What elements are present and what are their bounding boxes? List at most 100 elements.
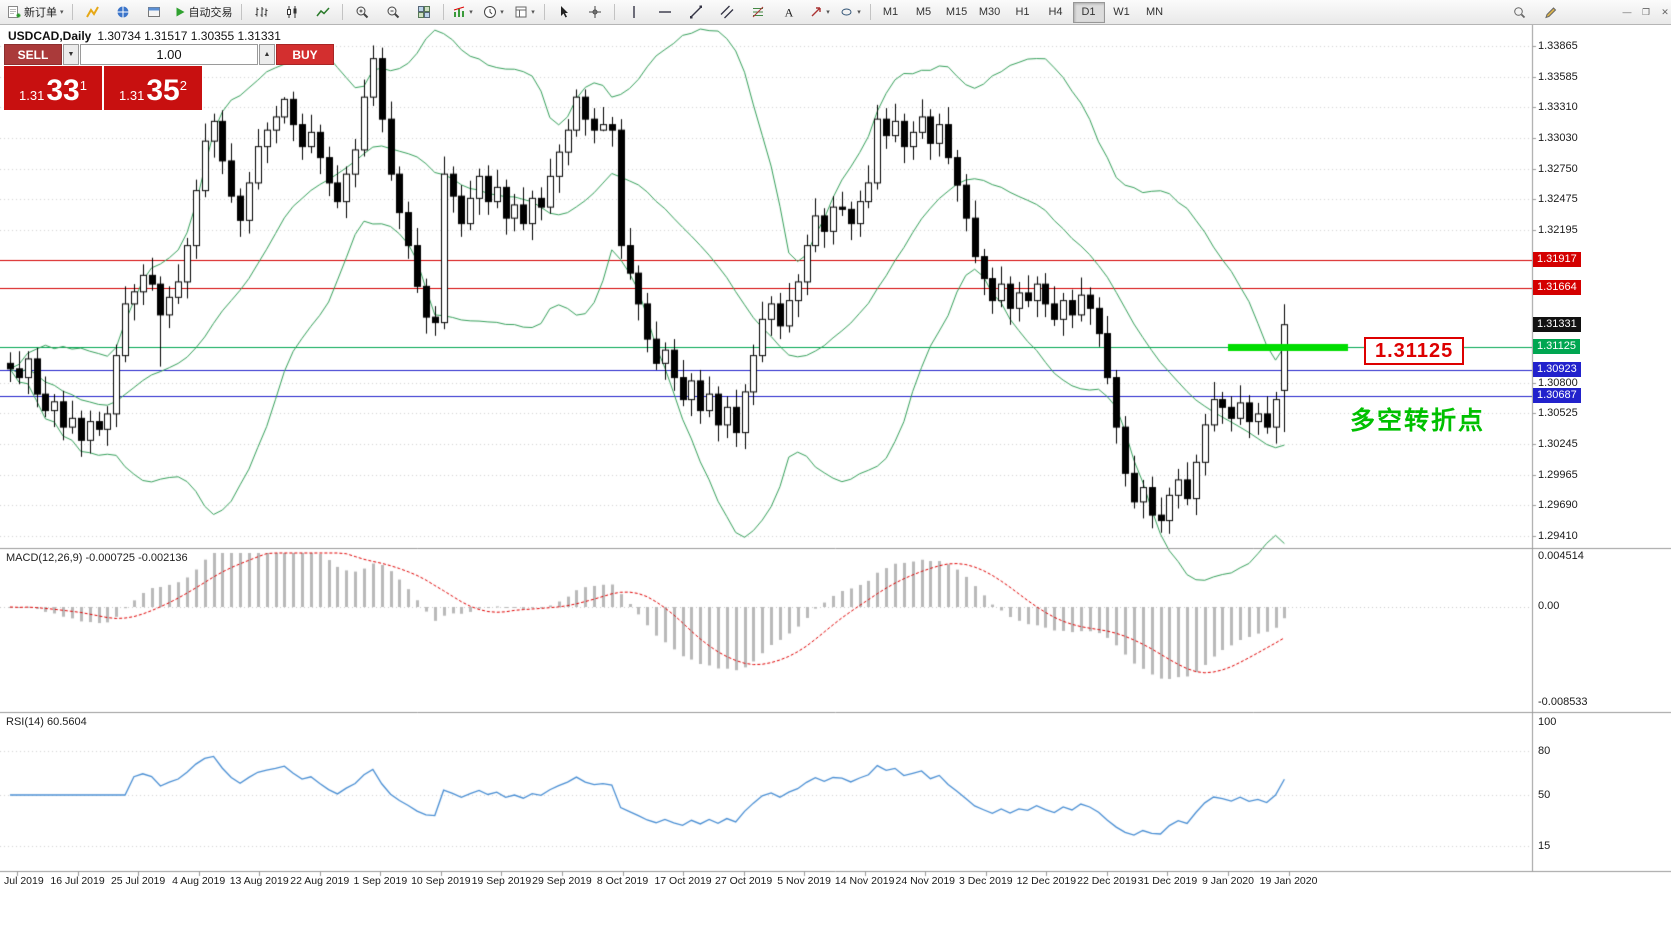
svg-text:A: A (784, 6, 793, 20)
zoom-in-button[interactable] (347, 1, 377, 23)
template-icon (515, 6, 527, 18)
toolbar-separator (543, 4, 545, 20)
zoom-out-button[interactable] (378, 1, 408, 23)
channel-icon (720, 5, 733, 19)
date-axis-label: 24 Nov 2019 (895, 875, 956, 887)
text-tool-button[interactable]: A (774, 1, 804, 23)
line-chart-button[interactable] (308, 1, 338, 23)
arrows-tool-button[interactable]: ▾ (805, 1, 835, 23)
date-axis-label: 4 Aug 2019 (172, 875, 226, 887)
turning-point-note[interactable]: 多空转折点 (1350, 407, 1486, 435)
window-restore-button[interactable]: ❐ (1641, 6, 1651, 17)
sell-button[interactable]: SELL (4, 44, 62, 65)
cursor-icon (560, 6, 568, 18)
line-chart-icon (315, 7, 330, 17)
candlestick-chart-button[interactable] (277, 1, 307, 23)
terminal-button[interactable] (139, 1, 169, 23)
navigator-button[interactable] (108, 1, 138, 23)
date-axis-label: 10 Sep 2019 (411, 875, 471, 887)
arrow-tool-icon (811, 7, 821, 17)
timeframe-m30[interactable]: M30 (978, 6, 1001, 18)
trendline-icon (689, 5, 702, 19)
trendline-tool-button[interactable] (681, 1, 711, 23)
bar-chart-button[interactable] (246, 1, 276, 23)
navigator-icon (117, 6, 129, 18)
timeframe-m1[interactable]: M1 (882, 6, 899, 18)
indicators-button[interactable]: ▾ (448, 1, 478, 23)
search-button[interactable] (1504, 1, 1534, 23)
date-axis-label: 3 Dec 2019 (958, 875, 1013, 887)
chart-title: USDCAD,Daily 1.30734 1.31517 1.30355 1.31… (8, 29, 281, 43)
date-axis-label: Jul 2019 (4, 875, 44, 887)
templates-button[interactable]: ▾ (510, 1, 540, 23)
chevron-down-icon: ▾ (857, 8, 861, 16)
toolbar-separator (341, 4, 343, 20)
date-axis-label: 5 Nov 2019 (777, 875, 831, 887)
rsi-indicator-label: RSI(14) 60.5604 (6, 716, 87, 728)
text-icon: A (784, 6, 793, 20)
market-watch-button[interactable] (77, 1, 107, 23)
volume-increase-button[interactable]: ▲ (259, 44, 275, 65)
zoom-out-icon (387, 6, 399, 19)
fibonacci-tool-button[interactable] (743, 1, 773, 23)
toolbar-separator (442, 4, 444, 20)
timeframe-h4[interactable]: H4 (1048, 6, 1063, 18)
clock-icon (484, 6, 497, 18)
chart-symbol-period: USDCAD,Daily (8, 29, 92, 43)
autotrading-button[interactable]: 自动交易 (170, 1, 237, 23)
toolbar-separator (869, 4, 871, 20)
timeframe-w1[interactable]: W1 (1113, 6, 1130, 18)
new-order-icon (8, 6, 21, 18)
timeframe-h1[interactable]: H1 (1015, 6, 1030, 18)
periods-button[interactable]: ▾ (479, 1, 509, 23)
date-axis-label: 16 Jul 2019 (50, 875, 105, 887)
market-watch-icon (85, 6, 99, 18)
bid-price-box[interactable]: 1.31 33 1 (4, 66, 102, 110)
horizontal-line-icon (658, 11, 671, 13)
date-axis-label: 14 Nov 2019 (834, 875, 895, 887)
volume-decrease-button[interactable]: ▼ (63, 44, 79, 65)
timeframe-m15[interactable]: M15 (945, 6, 968, 18)
date-axis-label: 29 Sep 2019 (532, 875, 592, 887)
tile-windows-button[interactable] (409, 1, 439, 23)
ask-price-box[interactable]: 1.31 35 2 (104, 66, 202, 110)
bid-price-point: 1 (79, 78, 87, 93)
shapes-icon (841, 8, 852, 16)
autotrading-label: 自动交易 (188, 7, 233, 19)
shapes-tool-button[interactable]: ▾ (836, 1, 866, 23)
buy-button[interactable]: BUY (276, 44, 334, 65)
timeframe-m5[interactable]: M5 (915, 6, 932, 18)
bid-price-major: 1.31 (19, 88, 45, 103)
date-axis-label: 8 Oct 2019 (596, 875, 649, 887)
timeframe-mn[interactable]: MN (1145, 6, 1164, 18)
chevron-down-icon: ▾ (531, 8, 535, 16)
horizontal-line-tool-button[interactable] (650, 1, 680, 23)
date-axis: Jul 2019 16 Jul 2019 25 Jul 2019 4 Aug 2019… (0, 875, 1671, 891)
date-axis-label: 22 Aug 2019 (290, 875, 350, 887)
window-minimize-button[interactable]: — (1622, 7, 1632, 17)
date-axis-label: 27 Oct 2019 (714, 875, 773, 887)
fibonacci-icon (752, 6, 763, 18)
candlestick-chart-icon (286, 6, 297, 18)
autotrading-play-icon (176, 7, 185, 17)
one-click-trading-panel: SELL ▼ ▲ BUY 1.31 33 1 1.31 35 2 (4, 44, 334, 110)
macd-indicator-label: MACD(12,26,9) -0.000725 -0.002136 (6, 552, 188, 564)
timeframe-d1[interactable]: D1 (1072, 1, 1105, 23)
channel-tool-button[interactable] (712, 1, 742, 23)
edit-button[interactable] (1535, 1, 1565, 23)
date-axis-label: 25 Jul 2019 (110, 875, 166, 887)
date-axis-label: 1 Sep 2019 (353, 875, 408, 887)
crosshair-button[interactable] (580, 1, 610, 23)
window-close-button[interactable]: ✕ (1661, 6, 1669, 17)
date-axis-label: 13 Aug 2019 (229, 875, 289, 887)
vertical-line-tool-button[interactable] (619, 1, 649, 23)
new-order-button[interactable]: 新订单 ▾ (3, 1, 68, 23)
cursor-button[interactable] (549, 1, 579, 23)
bid-price-pips: 33 (46, 74, 80, 107)
toolbar-separator (613, 4, 615, 20)
date-axis-label: 19 Jan 2020 (1259, 875, 1318, 887)
price-level-callout[interactable]: 1.31125 (1364, 337, 1465, 365)
volume-input[interactable] (80, 44, 258, 65)
